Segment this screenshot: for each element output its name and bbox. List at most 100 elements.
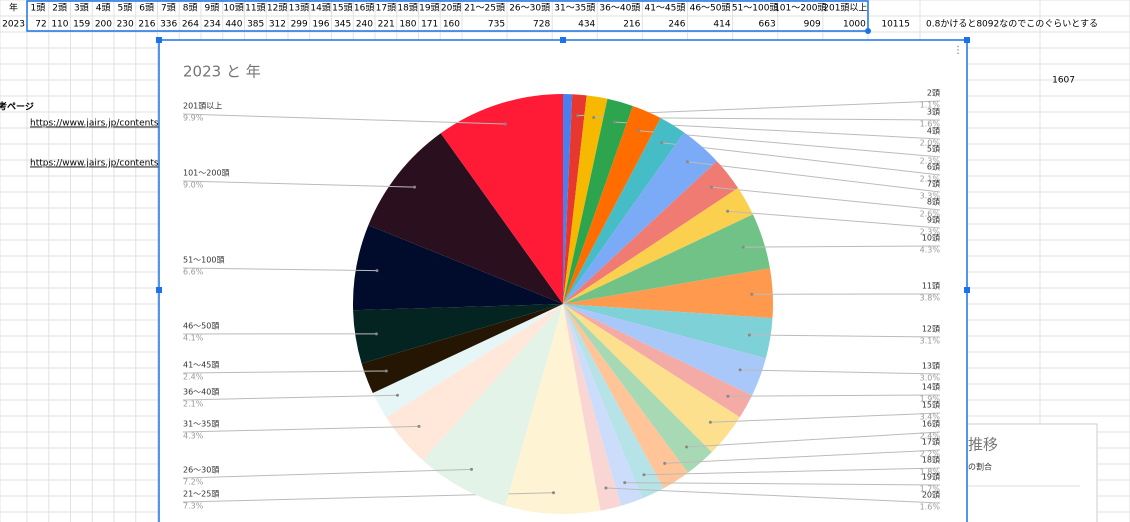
leader-line bbox=[664, 449, 941, 464]
value-cell: 216 bbox=[623, 20, 640, 30]
slice-percent: 2.1% bbox=[920, 175, 941, 184]
slice-label: 101〜200頭 bbox=[183, 169, 230, 178]
slice-label: 41〜45頭 bbox=[183, 361, 219, 370]
slice-percent: 2.0% bbox=[920, 139, 941, 148]
leader-line bbox=[182, 370, 387, 374]
slice-label: 20頭 bbox=[922, 491, 940, 500]
leader-dot bbox=[741, 245, 745, 249]
leader-dot bbox=[637, 129, 641, 133]
other-chart-title: 推移 bbox=[968, 436, 998, 454]
header-cell: 7頭 bbox=[161, 3, 176, 14]
slice-percent: 2.6% bbox=[920, 210, 941, 219]
slice-percent: 3.8% bbox=[920, 294, 941, 303]
pie-slice bbox=[563, 304, 664, 499]
slice-percent: 1.7% bbox=[920, 485, 941, 494]
leader-line bbox=[711, 186, 941, 211]
pie-slice bbox=[563, 94, 587, 305]
pie-slice bbox=[563, 132, 717, 304]
leader-dot bbox=[604, 486, 608, 490]
value-cell: 264 bbox=[182, 20, 199, 30]
selection-handle bbox=[865, 28, 871, 34]
value-cell: 159 bbox=[73, 20, 90, 30]
leader-line bbox=[182, 394, 398, 401]
leader-dot bbox=[663, 461, 667, 465]
leader-line bbox=[624, 482, 941, 486]
pie-slice bbox=[563, 304, 753, 418]
slice-percent: 7.3% bbox=[183, 502, 204, 511]
leader-line bbox=[743, 245, 941, 248]
leader-line bbox=[182, 425, 420, 433]
slice-label: 15頭 bbox=[922, 401, 940, 410]
slice-label: 9頭 bbox=[927, 216, 940, 225]
pie-slice bbox=[563, 304, 688, 489]
leader-dot bbox=[623, 481, 627, 485]
value-cell: 2023 bbox=[2, 20, 25, 30]
pie-slice bbox=[372, 304, 563, 418]
leader-line bbox=[605, 487, 941, 504]
pie-slice bbox=[353, 225, 563, 311]
value-cell: 221 bbox=[378, 20, 395, 30]
slice-label: 5頭 bbox=[927, 145, 940, 154]
slice-label: 21〜25頭 bbox=[183, 490, 219, 499]
chart-title: 2023 と 年 bbox=[183, 63, 261, 81]
slice-percent: 2.1% bbox=[183, 400, 204, 409]
pie-slice bbox=[563, 214, 770, 304]
pie-slice bbox=[422, 304, 563, 506]
pie-slice bbox=[368, 133, 563, 304]
resize-handle bbox=[560, 37, 566, 43]
leader-line bbox=[749, 334, 941, 338]
slice-percent: 4.1% bbox=[183, 334, 204, 343]
pie-slice bbox=[563, 95, 608, 304]
slice-label: 26〜30頭 bbox=[183, 466, 219, 475]
header-cell: 2頭 bbox=[52, 3, 67, 14]
slice-percent: 3.0% bbox=[920, 374, 941, 383]
slice-label: 18頭 bbox=[922, 456, 940, 465]
value-cell: 180 bbox=[399, 20, 416, 30]
leader-line bbox=[182, 267, 377, 272]
pie-slice bbox=[563, 304, 621, 511]
header-cell: 1頭 bbox=[31, 3, 46, 14]
slice-percent: 1.6% bbox=[920, 503, 941, 512]
slice-label: 19頭 bbox=[922, 473, 940, 482]
header-cell: 5頭 bbox=[118, 3, 133, 14]
leader-line bbox=[643, 467, 941, 476]
pie-slice bbox=[386, 304, 563, 461]
slice-label: 13頭 bbox=[922, 362, 940, 371]
leader-dot bbox=[375, 269, 379, 273]
value-cell: 196 bbox=[312, 20, 329, 30]
header-cell: 6頭 bbox=[139, 3, 154, 14]
slice-label: 4頭 bbox=[927, 127, 940, 136]
resize-handle bbox=[964, 37, 970, 43]
pie-slice bbox=[440, 94, 563, 304]
value-cell: 1000 bbox=[843, 20, 866, 30]
value-cell: 299 bbox=[291, 20, 308, 30]
header-cell: 10頭 bbox=[223, 3, 243, 14]
slice-percent: 2.3% bbox=[920, 228, 941, 237]
header-cell: 19頭 bbox=[419, 3, 439, 14]
header-cell: 9頭 bbox=[205, 3, 220, 14]
slice-percent: 3.4% bbox=[920, 413, 941, 422]
header-cell: 16頭 bbox=[354, 3, 374, 14]
leader-dot bbox=[710, 185, 714, 189]
leader-dot bbox=[738, 368, 742, 372]
slice-label: 8頭 bbox=[927, 198, 940, 207]
value-cell: 434 bbox=[578, 20, 595, 30]
slice-percent: 1.8% bbox=[920, 468, 941, 477]
value-cell: 336 bbox=[160, 20, 177, 30]
header-cell: 21〜25頭 bbox=[464, 3, 505, 14]
leader-dot bbox=[384, 369, 388, 373]
slice-label: 2頭 bbox=[927, 89, 940, 98]
slice-label: 31〜35頭 bbox=[183, 420, 219, 429]
value-cell: 216 bbox=[138, 20, 155, 30]
header-cell: 17頭 bbox=[376, 3, 396, 14]
value-cell: 345 bbox=[334, 20, 351, 30]
leader-line bbox=[727, 394, 941, 397]
slice-label: 14頭 bbox=[922, 383, 940, 392]
leader-dot bbox=[503, 122, 507, 126]
pie-slice bbox=[563, 268, 773, 319]
note-cell: 0.8かけると8092なのでこのぐらいとする bbox=[926, 19, 1098, 30]
slice-percent: 9.0% bbox=[183, 181, 204, 190]
value-cell: 735 bbox=[488, 20, 505, 30]
slice-label: 16頭 bbox=[922, 420, 940, 429]
